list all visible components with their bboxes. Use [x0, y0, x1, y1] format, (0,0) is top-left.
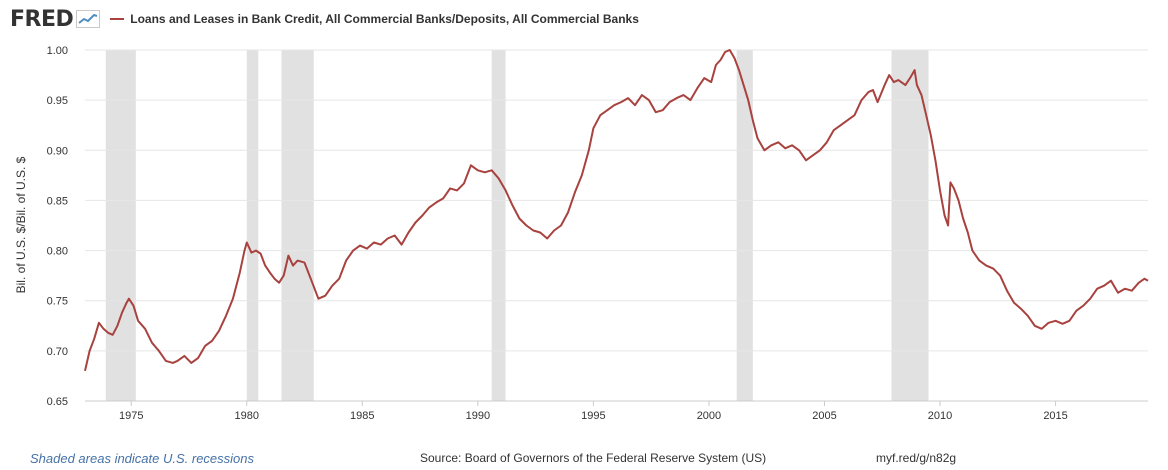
x-tick-label: 1985 — [350, 410, 374, 422]
x-tick-label: 1975 — [119, 410, 143, 422]
recession-band-2 — [281, 50, 314, 401]
y-tick-label: 0.90 — [47, 145, 68, 157]
series-lines — [84, 49, 1149, 372]
fred-chart-icon — [76, 10, 101, 28]
source-text: Source: Board of Governors of the Federa… — [420, 451, 767, 465]
x-tick-label: 2010 — [928, 410, 952, 422]
recession-band-4 — [736, 50, 753, 401]
recession-note[interactable]: Shaded areas indicate U.S. recessions — [30, 451, 255, 466]
y-tick-label: 0.75 — [47, 296, 68, 308]
recession-band-1 — [246, 50, 259, 401]
recession-band-5 — [891, 50, 929, 401]
y-tick-label: 0.70 — [47, 346, 68, 358]
chart-header: FRED Loans and Leases in Bank Credit, Al… — [10, 6, 639, 32]
y-tick-label: 1.00 — [47, 45, 68, 57]
y-axis-tick-labels: 0.65 0.70 0.75 0.80 0.85 0.90 0.95 1.00 — [47, 45, 68, 408]
x-tick-label: 1980 — [235, 410, 259, 422]
x-tick-label: 1990 — [466, 410, 490, 422]
y-tick-label: 0.65 — [47, 396, 68, 408]
x-axis-tick-labels: 1975 1980 1985 1990 1995 2000 2005 2010 2015 — [85, 400, 1148, 422]
y-tick-label: 0.95 — [47, 95, 68, 107]
recession-band-0 — [105, 50, 136, 401]
short-url[interactable]: myf.red/g/n82g — [876, 451, 957, 465]
y-axis-label: Bil. of U.S. $/Bil. of U.S. $ — [14, 156, 28, 293]
series-line-0 — [84, 49, 1149, 372]
legend-series-label: Loans and Leases in Bank Credit, All Com… — [130, 12, 639, 26]
recession-shading — [105, 50, 929, 401]
legend-line-swatch — [110, 18, 125, 20]
recession-band-3 — [491, 50, 506, 401]
fred-logo[interactable]: FRED — [10, 6, 74, 32]
x-tick-label: 1995 — [581, 410, 605, 422]
x-tick-label: 2000 — [697, 410, 721, 422]
x-tick-label: 2015 — [1043, 410, 1067, 422]
y-tick-label: 0.80 — [47, 246, 68, 258]
gridlines — [85, 49, 1148, 402]
x-tick-label: 2005 — [812, 410, 836, 422]
y-tick-label: 0.85 — [47, 195, 68, 207]
